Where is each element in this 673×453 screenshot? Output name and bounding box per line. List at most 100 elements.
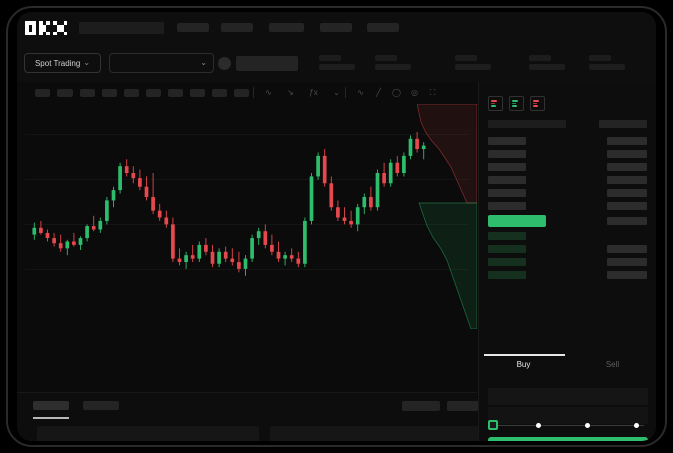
orderbook-rows[interactable] [479, 120, 656, 310]
slider-handle[interactable] [488, 420, 498, 430]
orders-tab-0[interactable] [33, 401, 69, 410]
timeframe-7[interactable] [190, 89, 205, 97]
mode-bar [512, 102, 517, 105]
order-price-field[interactable] [488, 388, 648, 405]
orderbook-ask-amount [607, 163, 647, 171]
stat-label [589, 55, 611, 61]
mode-bar [533, 100, 540, 102]
orders-footer-panel-0 [37, 426, 259, 441]
ticker-stat-1 [375, 55, 411, 70]
camera-icon[interactable]: ◯ [392, 88, 401, 97]
timeframe-9[interactable] [234, 89, 249, 97]
trading-pair-dropdown[interactable]: ⌄ [109, 53, 214, 73]
grid-line [25, 224, 469, 225]
ticker-stat-4 [589, 55, 625, 70]
asks-only-icon[interactable] [530, 96, 545, 111]
timeframe-1[interactable] [57, 89, 73, 97]
nav-item-1[interactable] [221, 23, 253, 32]
mode-bar [533, 102, 538, 105]
search-input[interactable] [79, 22, 164, 34]
tab-buy[interactable]: Buy [516, 360, 531, 369]
orderbook-bid-row[interactable] [488, 245, 526, 253]
timeframe-4[interactable] [124, 89, 139, 97]
ticker-stat-3 [529, 55, 565, 70]
tab-sell[interactable]: Sell [605, 360, 620, 369]
orderbook-bid-row[interactable] [488, 232, 526, 240]
orderbook-display-modes [488, 96, 545, 111]
timeframe-0[interactable] [35, 89, 50, 97]
mode-bar [491, 105, 497, 107]
timeframe-8[interactable] [212, 89, 227, 97]
app-screen: Spot Trading ⌄ ⌄ ∿ ↘ ƒx ⌄ ∿ ╱ ◯ ◎ ⛶ [17, 12, 656, 441]
mode-bar [491, 100, 498, 102]
orders-action-0[interactable] [402, 401, 440, 411]
indicators-icon[interactable]: ƒx [309, 88, 318, 97]
market-type-dropdown[interactable]: Spot Trading ⌄ [24, 53, 101, 73]
stat-label [319, 55, 341, 61]
order-percent-slider[interactable] [488, 420, 648, 430]
chevron-down-icon: ⌄ [200, 58, 207, 67]
timeframe-2[interactable] [80, 89, 95, 97]
ticker-stat-0 [319, 55, 355, 70]
current-price-row [488, 215, 546, 227]
chart-style-icon[interactable]: ↘ [287, 88, 294, 97]
orderbook-bid-amount [607, 258, 647, 266]
orderbook-ask-row[interactable] [488, 202, 526, 210]
last-price [236, 56, 298, 71]
orderbook-ask-row[interactable] [488, 150, 526, 158]
stat-value [455, 64, 491, 70]
mode-bar [512, 100, 519, 102]
submit-buy-button[interactable] [488, 437, 648, 441]
timeframe-5[interactable] [146, 89, 161, 97]
candlestick-series [32, 131, 426, 276]
orders-action-1[interactable] [447, 401, 485, 411]
stat-value [529, 64, 565, 70]
ruler-icon[interactable]: ╱ [376, 88, 381, 97]
ticker-stat-2 [455, 55, 491, 70]
volume-histogram [17, 309, 477, 384]
okx-logo-icon[interactable] [25, 21, 67, 35]
top-navigation-bar [17, 12, 656, 44]
line-chart-icon[interactable]: ∿ [265, 88, 272, 97]
price-chart-pane[interactable] [17, 104, 477, 392]
slider-stop[interactable] [536, 422, 541, 428]
chevron-down-icon[interactable]: ⌄ [333, 88, 340, 97]
slider-track [492, 424, 644, 426]
active-side-indicator [484, 354, 565, 356]
orderbook-ask-amount [607, 202, 647, 210]
nav-item-2[interactable] [269, 23, 304, 32]
timeframe-6[interactable] [168, 89, 183, 97]
both-icon[interactable] [488, 96, 503, 111]
timeframe-3[interactable] [102, 89, 117, 97]
nav-item-0[interactable] [177, 23, 209, 32]
orderbook-bid-amount [607, 245, 647, 253]
settings-icon[interactable]: ◎ [411, 88, 418, 97]
slider-stop[interactable] [634, 422, 639, 428]
orders-panel [17, 392, 492, 441]
orderbook-ask-row[interactable] [488, 176, 526, 184]
fullscreen-icon[interactable]: ⛶ [429, 87, 436, 97]
nav-item-4[interactable] [367, 23, 399, 32]
orderbook-header-price [488, 120, 566, 128]
wave-icon[interactable]: ∿ [357, 88, 364, 97]
orderbook-ask-amount [607, 150, 647, 158]
orderbook-bid-amount [607, 271, 647, 279]
orderbook-header-amount [599, 120, 647, 128]
stat-label [455, 55, 477, 61]
orderbook-bid-row[interactable] [488, 258, 526, 266]
slider-stop[interactable] [585, 422, 590, 428]
orders-tab-1[interactable] [83, 401, 119, 410]
toolbar-divider [253, 87, 254, 98]
order-amount-field[interactable] [488, 407, 648, 424]
buy-sell-tab-bar: Buy Sell [479, 354, 656, 380]
grid-line [25, 269, 469, 270]
nav-item-3[interactable] [320, 23, 352, 32]
orderbook-ask-row[interactable] [488, 137, 526, 145]
orderbook-ask-row[interactable] [488, 163, 526, 171]
orderbook-ask-row[interactable] [488, 189, 526, 197]
mode-bar [512, 105, 518, 107]
stat-value [375, 64, 411, 70]
bids-only-icon[interactable] [509, 96, 524, 111]
orderbook-bid-row[interactable] [488, 271, 526, 279]
